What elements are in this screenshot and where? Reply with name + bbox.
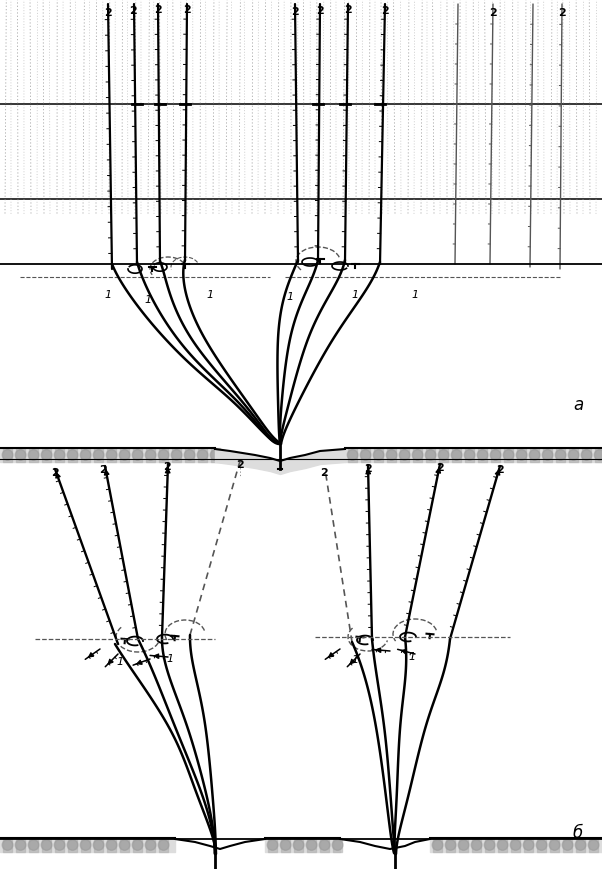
Circle shape	[594, 450, 602, 461]
Circle shape	[452, 450, 462, 461]
Circle shape	[576, 839, 586, 851]
Circle shape	[80, 450, 91, 461]
Text: 2: 2	[236, 460, 244, 469]
Circle shape	[412, 450, 423, 461]
Text: 2: 2	[129, 6, 137, 16]
Circle shape	[517, 450, 527, 461]
Text: 2: 2	[163, 461, 171, 472]
Circle shape	[497, 839, 508, 851]
Text: 2: 2	[51, 468, 59, 477]
Circle shape	[80, 839, 91, 851]
Circle shape	[536, 839, 547, 851]
Circle shape	[67, 839, 78, 851]
Circle shape	[2, 450, 13, 461]
Text: 1: 1	[206, 289, 214, 300]
Circle shape	[484, 839, 495, 851]
Circle shape	[41, 839, 52, 851]
Text: 1: 1	[104, 289, 111, 300]
Circle shape	[293, 839, 304, 851]
Circle shape	[510, 839, 521, 851]
Circle shape	[425, 450, 436, 461]
Text: 2: 2	[381, 6, 389, 16]
Circle shape	[280, 839, 291, 851]
Text: 2: 2	[496, 464, 504, 474]
Circle shape	[2, 839, 13, 851]
Text: 2: 2	[99, 464, 107, 474]
Text: 1: 1	[144, 295, 152, 305]
Circle shape	[106, 450, 117, 461]
Text: 2: 2	[344, 5, 352, 15]
Circle shape	[360, 450, 371, 461]
Circle shape	[15, 450, 26, 461]
Text: 2: 2	[364, 463, 372, 474]
Circle shape	[158, 450, 169, 461]
Text: 1: 1	[411, 289, 418, 300]
Text: 2: 2	[320, 468, 328, 477]
Circle shape	[210, 450, 221, 461]
Circle shape	[432, 839, 443, 851]
Circle shape	[529, 450, 540, 461]
Circle shape	[132, 450, 143, 461]
Text: a: a	[573, 395, 583, 414]
Circle shape	[438, 450, 449, 461]
Circle shape	[54, 839, 65, 851]
Circle shape	[119, 450, 130, 461]
Circle shape	[41, 450, 52, 461]
Circle shape	[386, 450, 397, 461]
Circle shape	[319, 839, 330, 851]
Text: 1: 1	[166, 653, 173, 663]
Circle shape	[464, 450, 475, 461]
Circle shape	[158, 839, 169, 851]
Circle shape	[145, 450, 156, 461]
Circle shape	[373, 450, 384, 461]
Circle shape	[562, 839, 573, 851]
Text: 1: 1	[352, 654, 359, 664]
Circle shape	[347, 450, 358, 461]
Text: 2: 2	[154, 5, 162, 15]
Circle shape	[54, 450, 65, 461]
Circle shape	[549, 839, 560, 851]
Circle shape	[471, 839, 482, 851]
Circle shape	[490, 450, 501, 461]
Circle shape	[28, 450, 39, 461]
Circle shape	[555, 450, 566, 461]
Circle shape	[332, 839, 343, 851]
Circle shape	[171, 450, 182, 461]
Circle shape	[399, 450, 410, 461]
Circle shape	[458, 839, 469, 851]
Circle shape	[119, 839, 130, 851]
Text: 1: 1	[287, 292, 294, 302]
Text: 1: 1	[116, 656, 123, 667]
Circle shape	[477, 450, 488, 461]
Circle shape	[28, 839, 39, 851]
Text: 2: 2	[436, 462, 444, 473]
Text: б: б	[573, 823, 583, 841]
Text: 1: 1	[352, 289, 359, 300]
Text: 1: 1	[408, 651, 415, 661]
Circle shape	[197, 450, 208, 461]
Text: 2: 2	[104, 8, 112, 18]
Circle shape	[568, 450, 579, 461]
Circle shape	[445, 839, 456, 851]
Circle shape	[15, 839, 26, 851]
Circle shape	[93, 839, 104, 851]
Circle shape	[542, 450, 553, 461]
Text: 2: 2	[558, 8, 566, 18]
Circle shape	[132, 839, 143, 851]
Circle shape	[588, 839, 599, 851]
Circle shape	[93, 450, 104, 461]
Text: 2: 2	[291, 7, 299, 17]
Text: 2: 2	[316, 6, 324, 16]
Circle shape	[523, 839, 534, 851]
Circle shape	[581, 450, 592, 461]
Circle shape	[106, 839, 117, 851]
Text: 2: 2	[489, 8, 497, 18]
Circle shape	[267, 839, 278, 851]
Circle shape	[306, 839, 317, 851]
Text: 2: 2	[183, 5, 191, 15]
Circle shape	[67, 450, 78, 461]
Circle shape	[503, 450, 514, 461]
Circle shape	[184, 450, 195, 461]
Circle shape	[145, 839, 156, 851]
